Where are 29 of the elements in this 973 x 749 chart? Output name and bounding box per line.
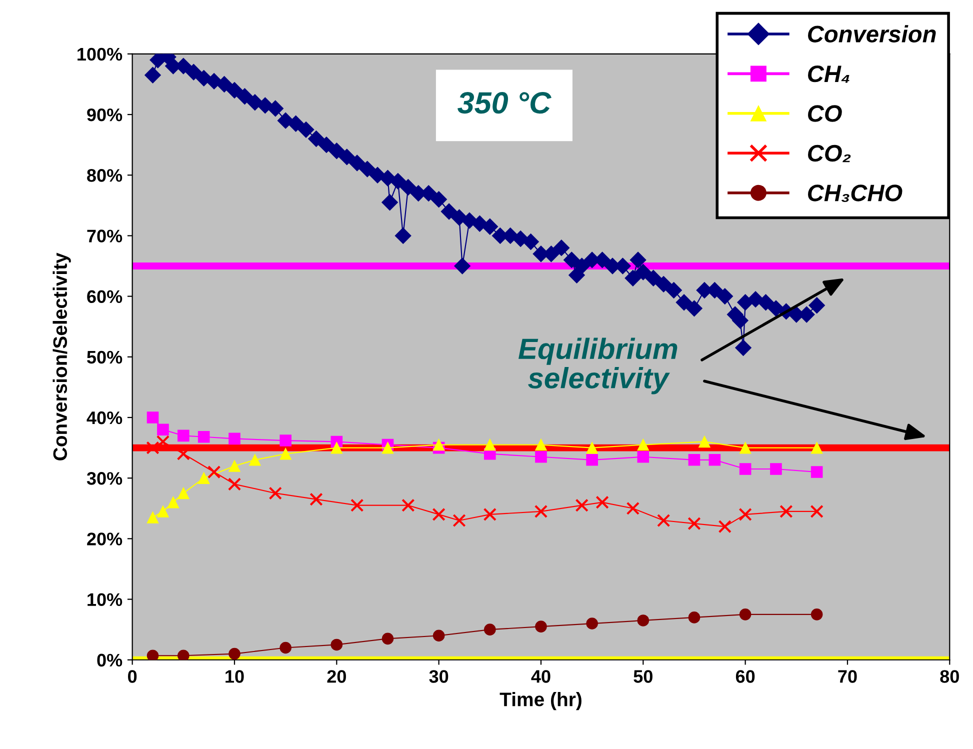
- x-axis-title: Time (hr): [500, 692, 582, 710]
- x-tick-label: 60: [736, 670, 755, 683]
- x-tick-label: 80: [940, 670, 959, 683]
- y-tick-label: 20%: [87, 532, 122, 546]
- y-tick-label: 90%: [87, 108, 122, 122]
- y-tick-label: 30%: [86, 472, 122, 485]
- y-tick-label: 40%: [86, 411, 122, 424]
- legend-label: CH₄: [808, 65, 850, 83]
- x-tick-label: 10: [226, 670, 244, 683]
- y-tick-label: 100%: [78, 48, 122, 61]
- y-tick-label: 0%: [97, 654, 122, 667]
- x-tick-label: 0: [128, 670, 137, 683]
- y-tick-label: 70%: [87, 230, 122, 242]
- y-tick-label: 80%: [87, 169, 122, 182]
- x-tick-label: 70: [838, 670, 857, 683]
- legend-label: CO: [808, 105, 842, 122]
- legend-label: Conversion: [808, 25, 936, 42]
- x-tick-label: 40: [531, 670, 550, 683]
- x-tick-label: 20: [327, 670, 346, 683]
- y-tick-label: 60%: [87, 290, 122, 304]
- y-tick-label: 10%: [88, 593, 122, 606]
- y-tick-label: 50%: [87, 350, 122, 364]
- x-tick-label: 30: [429, 670, 448, 683]
- legend-label: CH₃CHO: [808, 184, 902, 202]
- annotation: 350 °C: [458, 92, 552, 114]
- y-axis-title: Conversion/Selectivity: [52, 252, 71, 460]
- annotation: Equilibrium selectivity: [518, 338, 678, 394]
- x-tick-label: 50: [634, 670, 652, 683]
- legend-label: CO₂: [808, 144, 851, 162]
